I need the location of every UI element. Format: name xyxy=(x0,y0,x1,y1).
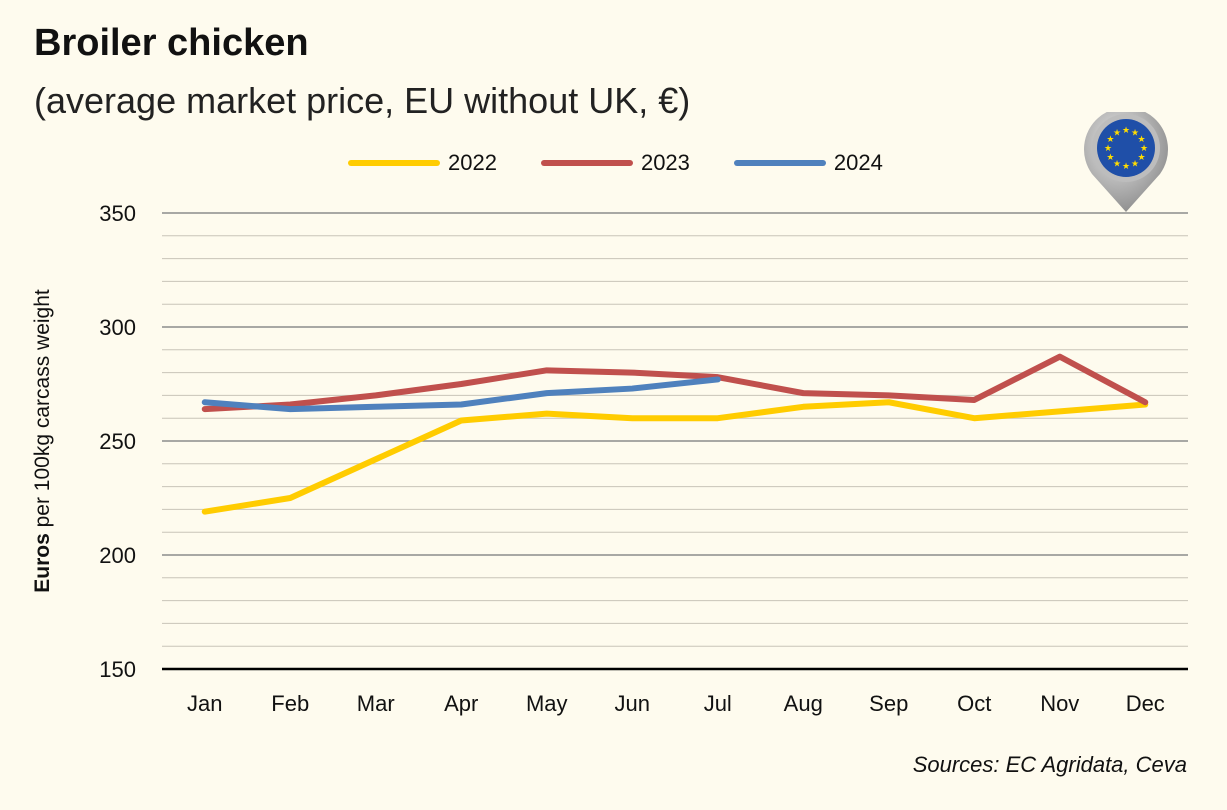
x-tick-label: Mar xyxy=(357,691,395,716)
eu-star: ★ xyxy=(1138,134,1146,144)
legend-swatch xyxy=(733,160,826,166)
legend-item-2022: 2022 xyxy=(348,150,497,176)
legend-swatch xyxy=(348,160,440,166)
y-tick-label: 350 xyxy=(99,201,136,226)
eu-star: ★ xyxy=(1131,159,1139,169)
legend-label: 2022 xyxy=(448,150,497,175)
eu-star: ★ xyxy=(1122,125,1130,135)
y-tick-label: 250 xyxy=(99,429,136,454)
legend-item-2024: 2024 xyxy=(733,150,883,176)
x-tick-label: Jul xyxy=(704,691,732,716)
eu-star: ★ xyxy=(1113,127,1121,137)
eu-star: ★ xyxy=(1113,159,1121,169)
eu-star: ★ xyxy=(1140,143,1148,153)
y-tick-label: 200 xyxy=(99,543,136,568)
eu-star: ★ xyxy=(1122,161,1130,171)
eu-star: ★ xyxy=(1131,127,1139,137)
y-axis-label-bold: Euros xyxy=(31,533,54,593)
series-line-2022 xyxy=(201,399,1149,515)
legend-label: 2024 xyxy=(833,150,883,175)
legend-label: 2023 xyxy=(640,150,690,175)
x-tick-label: Dec xyxy=(1126,691,1165,716)
eu-star: ★ xyxy=(1138,152,1146,162)
eu-flag-map-pin-icon: ★ ★★★★★★★★★★★ xyxy=(1084,112,1168,212)
eu-star: ★ xyxy=(1104,143,1112,153)
legend-item-2023: 2023 xyxy=(540,150,690,176)
legend-swatch xyxy=(540,160,633,166)
source-note: Sources: EC Agridata, Ceva xyxy=(912,752,1187,777)
x-tick-label: Apr xyxy=(444,691,478,716)
x-tick-label: Aug xyxy=(784,691,823,716)
legend: 2022 2023 2024 xyxy=(348,150,883,176)
x-tick-label: Sep xyxy=(869,691,908,716)
y-axis-label: Euros per 100kg carcass weight xyxy=(31,289,54,593)
x-tick-label: May xyxy=(526,691,568,716)
chart-subtitle: (average market price, EU without UK, €) xyxy=(34,80,691,121)
y-axis-label-rest: per 100kg carcass weight xyxy=(31,289,54,533)
x-tick-label: Jun xyxy=(615,691,650,716)
eu-star: ★ xyxy=(1106,152,1114,162)
x-tick-label: Oct xyxy=(957,691,991,716)
chart-title: Broiler chicken xyxy=(34,22,309,64)
y-tick-label: 150 xyxy=(99,657,136,682)
y-tick-label: 300 xyxy=(99,315,136,340)
x-tick-label: Jan xyxy=(187,691,222,716)
x-tick-label: Nov xyxy=(1040,691,1079,716)
eu-star: ★ xyxy=(1106,134,1114,144)
x-tick-label: Feb xyxy=(271,691,309,716)
series-line-2023 xyxy=(201,353,1149,413)
